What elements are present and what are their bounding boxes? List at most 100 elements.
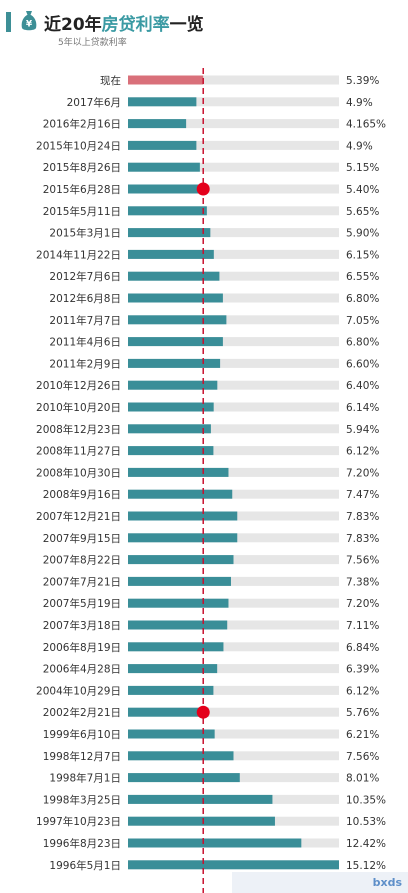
category-label: 2016年2月16日 [43,118,121,131]
category-label: 1998年7月1日 [49,772,121,785]
bar [128,249,214,259]
bar [128,489,233,499]
value-label: 5.65% [346,206,379,218]
highlight-marker [196,705,210,719]
category-label: 2007年12月21日 [36,510,121,523]
category-label: 2011年7月7日 [49,314,121,327]
value-label: 8.01% [346,773,379,785]
bar [128,598,229,608]
category-label: 2017年6月 [67,96,121,109]
bar-current [128,75,204,85]
header: ¥ 近20年房贷利率一览 5年以上贷款利率 [0,0,408,52]
value-label: 6.12% [346,446,379,458]
bar-track [128,75,339,85]
category-label: 2007年5月19日 [43,597,121,610]
category-label: 1996年5月1日 [49,859,121,872]
category-label: 2008年11月27日 [36,445,121,458]
bar-track [128,642,339,652]
category-label: 2015年3月1日 [49,227,121,240]
value-label: 5.90% [346,228,379,240]
value-label: 5.15% [346,162,379,174]
value-label: 7.11% [346,620,379,632]
category-label: 2014年11月22日 [36,248,121,261]
bar-track [128,446,339,456]
bar [128,576,231,586]
bar-track [128,576,339,586]
category-label: 2015年5月11日 [43,205,121,218]
bar-track [128,729,339,739]
value-label: 7.83% [346,533,379,545]
bar [128,642,224,652]
category-label: 1998年12月7日 [43,750,121,763]
value-label: 7.83% [346,511,379,523]
category-label: 现在 [100,75,121,87]
bar [128,293,223,303]
bar [128,402,214,412]
bar [128,97,197,107]
bar-track [128,315,339,325]
bar-track [128,489,339,499]
bar-track [128,358,339,368]
money-bag-icon: ¥ [21,11,37,31]
value-label: 10.53% [346,816,386,828]
value-label: 10.35% [346,794,386,806]
bar [128,533,238,543]
category-label: 2011年4月6日 [49,336,121,349]
value-label: 4.165% [346,119,386,131]
bar [128,206,207,216]
value-label: 7.47% [346,489,379,501]
value-label: 4.9% [346,140,373,152]
bar [128,446,214,456]
bar [128,773,240,783]
bar [128,119,187,129]
bar-track [128,664,339,674]
value-label: 6.40% [346,380,379,392]
category-label: 2006年4月28日 [43,663,121,676]
bar [128,184,204,194]
value-label: 6.80% [346,337,379,349]
bar [128,729,215,739]
category-label: 2004年10月29日 [36,684,121,697]
bar-track [128,598,339,608]
value-label: 7.20% [346,467,379,479]
value-label: 6.12% [346,685,379,697]
bar-track [128,184,339,194]
value-label: 4.9% [346,97,373,109]
category-label: 2012年7月6日 [49,270,121,283]
bar-track [128,293,339,303]
bar [128,838,302,848]
value-label: 6.14% [346,402,379,414]
value-label: 6.39% [346,664,379,676]
value-label: 7.56% [346,555,379,567]
category-label: 2012年6月8日 [49,292,121,305]
value-label: 5.76% [346,707,379,719]
bar-track [128,140,339,150]
bar-track [128,228,339,238]
value-label: 6.21% [346,729,379,741]
bar [128,620,228,630]
category-label: 2010年12月26日 [36,379,121,392]
bar-track [128,685,339,695]
category-label: 2007年7月21日 [43,575,121,588]
bar [128,140,197,150]
chart-title: 近20年房贷利率一览 [44,15,204,35]
value-label: 6.60% [346,358,379,370]
category-label: 2008年9月16日 [43,488,121,501]
value-label: 7.05% [346,315,379,327]
category-label: 2011年2月9日 [49,357,121,370]
category-label: 2006年8月19日 [43,641,121,654]
bar [128,555,234,565]
bar [128,467,229,477]
category-label: 2015年10月24日 [36,139,121,152]
category-label: 2008年10月30日 [36,466,121,479]
bar [128,511,238,521]
value-label: 5.94% [346,424,379,436]
category-label: 1996年8月23日 [43,837,121,850]
bar-track [128,707,339,717]
bar [128,315,227,325]
bar-track [128,337,339,347]
category-label: 2007年3月18日 [43,619,121,632]
watermark: bxds [232,872,408,893]
value-label: 6.84% [346,642,379,654]
category-label: 2015年8月26日 [43,161,121,174]
